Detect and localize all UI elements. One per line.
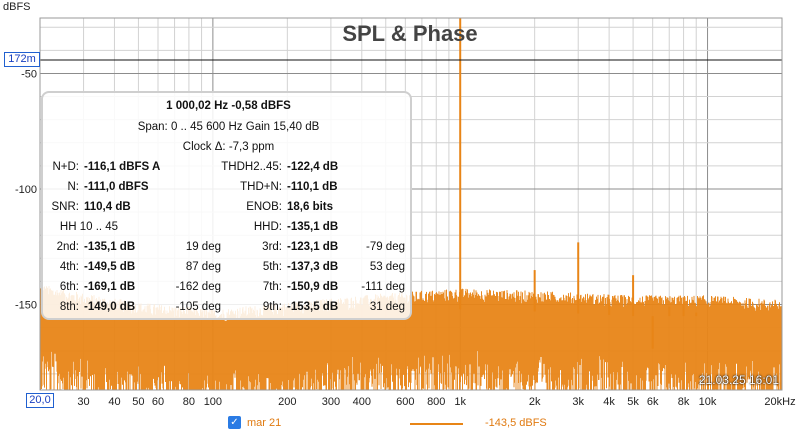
- legend-series-swatch: [410, 423, 463, 425]
- stat-label: SNR:: [51, 201, 79, 213]
- stat-label: ENOB:: [246, 201, 282, 213]
- stat-phase: -105 deg: [175, 301, 221, 313]
- x-tick-label: 5k: [627, 396, 639, 408]
- chart-title: SPL & Phase: [342, 21, 478, 46]
- stat-label: N+D:: [52, 161, 79, 173]
- x-tick-label: 600: [396, 396, 414, 408]
- y-tick-label: -150: [15, 300, 37, 312]
- stat-label: 9th:: [262, 301, 282, 313]
- stat-phase: -111 deg: [361, 281, 405, 293]
- stat-phase: -79 deg: [365, 241, 405, 253]
- x-tick-label: 10k: [699, 396, 717, 408]
- stat-value: -153,5 dB: [287, 301, 339, 313]
- stat-value: -135,1 dB: [287, 221, 339, 233]
- stat-value: -135,1 dB: [84, 241, 136, 253]
- stat-label: THDH2..45:: [221, 161, 282, 173]
- x-tick-label: 4k: [603, 396, 615, 408]
- distortion-stats-panel: 1 000,02 Hz -0,58 dBFS Span: 0 .. 45 600…: [41, 91, 412, 320]
- stat-phase: 87 deg: [185, 261, 221, 273]
- y-axis-unit: dBFS: [3, 1, 31, 13]
- stat-label: 3rd:: [262, 241, 282, 253]
- stat-label: 7th:: [262, 281, 282, 293]
- plot-frame: [39, 17, 783, 391]
- stat-value: -116,1 dBFS A: [84, 161, 161, 173]
- stat-value: -110,1 dB: [287, 181, 338, 193]
- stat-value: -149,5 dB: [84, 261, 136, 273]
- stat-value: -150,9 dB: [287, 281, 339, 293]
- stat-value: 110,4 dB: [84, 201, 131, 213]
- x-tick-label: 6k: [647, 396, 659, 408]
- stat-label: 4th:: [59, 261, 79, 273]
- stat-value: -149,0 dB: [84, 301, 136, 313]
- stat-label: 2nd:: [56, 241, 79, 253]
- x-tick-label: 80: [183, 396, 195, 408]
- stat-value: -123,1 dB: [287, 241, 339, 253]
- x-tick-label: 400: [353, 396, 371, 408]
- stat-phase: 31 deg: [369, 301, 405, 313]
- legend-series-value: -143,5 dBFS: [485, 417, 547, 429]
- x-tick-label: 300: [322, 396, 340, 408]
- stat-label: HHD:: [253, 221, 282, 233]
- legend-series-name[interactable]: mar 21: [247, 417, 282, 429]
- y-tick-label: -50: [21, 68, 37, 80]
- y-cursor-readout[interactable]: 172m: [4, 52, 40, 67]
- series-visibility-checkbox[interactable]: ✓: [228, 416, 241, 429]
- stat-label: N:: [67, 181, 80, 193]
- x-tick-label: 3k: [572, 396, 584, 408]
- stat-label: THD+N:: [240, 181, 282, 193]
- stat-label: 5th:: [262, 261, 282, 273]
- x-cursor-readout[interactable]: 20,0: [26, 393, 54, 408]
- x-tick-label: 2k: [529, 396, 541, 408]
- stat-phase: 53 deg: [369, 261, 405, 273]
- x-tick-label: 8k: [678, 396, 690, 408]
- stat-label: 6th:: [59, 281, 79, 293]
- timestamp: 21.03.25 16:01: [698, 373, 779, 387]
- legend: ✓ mar 21 -143,5 dBFS: [0, 416, 800, 432]
- harmonic-peaks: [459, 18, 698, 349]
- stat-value: -169,1 dB: [84, 281, 136, 293]
- stat-value: -137,3 dB: [287, 261, 339, 273]
- stat-value: 18,6 bits: [287, 201, 334, 213]
- stat-label: HH 10 .. 45: [59, 221, 119, 233]
- stat-label: 8th:: [59, 301, 79, 313]
- x-tick-label: 40: [108, 396, 120, 408]
- y-tick-label: -100: [15, 184, 37, 196]
- x-tick-label: 30: [77, 396, 89, 408]
- x-tick-label: 800: [427, 396, 445, 408]
- x-tick-label: 1k: [454, 396, 466, 408]
- x-tick-label: 20kHz: [764, 396, 795, 408]
- span-gain-readout: Span: 0 .. 45 600 Hz Gain 15,40 dB: [137, 121, 320, 133]
- clock-drift-readout: Clock Δ: -7,3 ppm: [182, 141, 275, 153]
- x-tick-label: 60: [152, 396, 164, 408]
- x-tick-label: 50: [132, 396, 144, 408]
- stat-value: -122,4 dB: [287, 161, 339, 173]
- x-tick-label: 100: [204, 396, 222, 408]
- x-tick-label: 200: [278, 396, 296, 408]
- stat-phase: 19 deg: [185, 241, 221, 253]
- fundamental-readout: 1 000,02 Hz -0,58 dBFS: [166, 100, 291, 112]
- stat-phase: -162 deg: [175, 281, 221, 293]
- stat-value: -111,0 dBFS: [84, 181, 149, 193]
- axis-tick-labels: 30 40 50 60 80 100 200 300 400 600 800 1k 2k 3k 4k 5k 6k…: [15, 68, 796, 408]
